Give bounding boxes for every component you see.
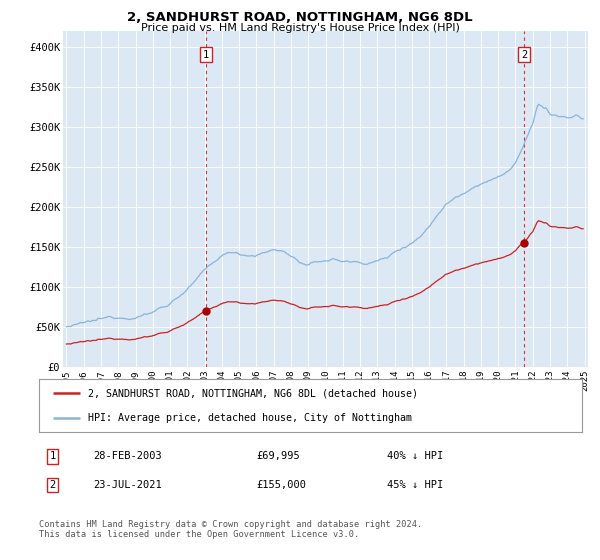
Text: 23-JUL-2021: 23-JUL-2021 [94, 480, 162, 490]
Text: 2: 2 [49, 480, 56, 490]
Text: 1: 1 [203, 50, 209, 60]
Text: 2, SANDHURST ROAD, NOTTINGHAM, NG6 8DL: 2, SANDHURST ROAD, NOTTINGHAM, NG6 8DL [127, 11, 473, 24]
Text: Price paid vs. HM Land Registry's House Price Index (HPI): Price paid vs. HM Land Registry's House … [140, 23, 460, 33]
Text: 45% ↓ HPI: 45% ↓ HPI [386, 480, 443, 490]
Text: 28-FEB-2003: 28-FEB-2003 [94, 451, 162, 461]
Text: 40% ↓ HPI: 40% ↓ HPI [386, 451, 443, 461]
Text: 1: 1 [49, 451, 56, 461]
Text: 2: 2 [521, 50, 527, 60]
Text: Contains HM Land Registry data © Crown copyright and database right 2024.
This d: Contains HM Land Registry data © Crown c… [39, 520, 422, 539]
Text: HPI: Average price, detached house, City of Nottingham: HPI: Average price, detached house, City… [88, 413, 412, 423]
Text: 2, SANDHURST ROAD, NOTTINGHAM, NG6 8DL (detached house): 2, SANDHURST ROAD, NOTTINGHAM, NG6 8DL (… [88, 389, 418, 399]
Text: £155,000: £155,000 [256, 480, 306, 490]
Text: £69,995: £69,995 [256, 451, 300, 461]
